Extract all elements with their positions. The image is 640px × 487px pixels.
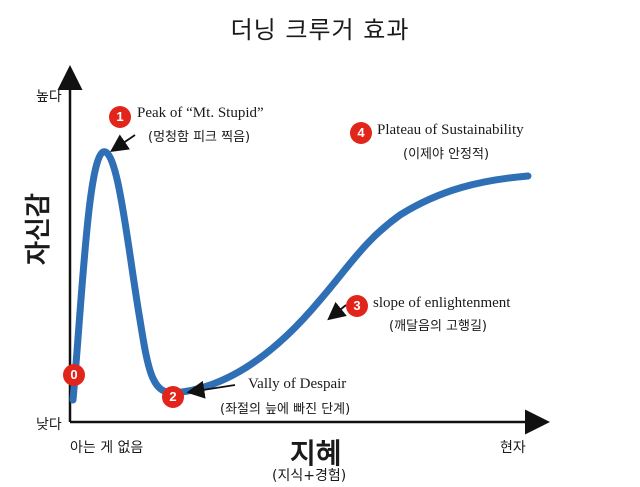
badge-2: 2 [162, 386, 184, 408]
badge-1: 1 [109, 106, 131, 128]
peak-pointer-arrow [110, 134, 136, 153]
plateau-label: Plateau of Sustainability [377, 122, 524, 138]
peak-sublabel: (멍청함 피크 찍음) [148, 130, 251, 145]
valley-pointer-arrow [186, 380, 236, 399]
badge-0: 0 [63, 364, 85, 386]
peak-label: Peak of “Mt. Stupid” [137, 105, 264, 121]
plateau-sublabel: (이제야 안정적) [403, 147, 490, 162]
slope-pointer-arrow [327, 301, 347, 321]
valley-sublabel: (좌절의 늪에 빠진 단계) [220, 402, 351, 417]
x-axis-sublabel: (지식+경험) [272, 468, 347, 484]
badge-4: 4 [350, 122, 372, 144]
badge-3: 3 [346, 295, 368, 317]
confidence-curve [69, 148, 532, 404]
y-axis-high-label: 높다 [36, 89, 62, 105]
slope-sublabel: (깨달음의 고행길) [389, 319, 487, 334]
x-axis-start-label: 아는 게 없음 [70, 440, 144, 456]
valley-label: Vally of Despair [248, 376, 347, 392]
page-title: 더닝 크루거 효과 [230, 16, 410, 44]
x-axis-label: 지혜 [290, 437, 342, 470]
y-axis-low-label: 낮다 [36, 417, 62, 433]
y-axis-label: 자신감 [24, 193, 54, 265]
slope-label: slope of enlightenment [373, 295, 511, 311]
x-axis-end-label: 현자 [500, 440, 526, 456]
